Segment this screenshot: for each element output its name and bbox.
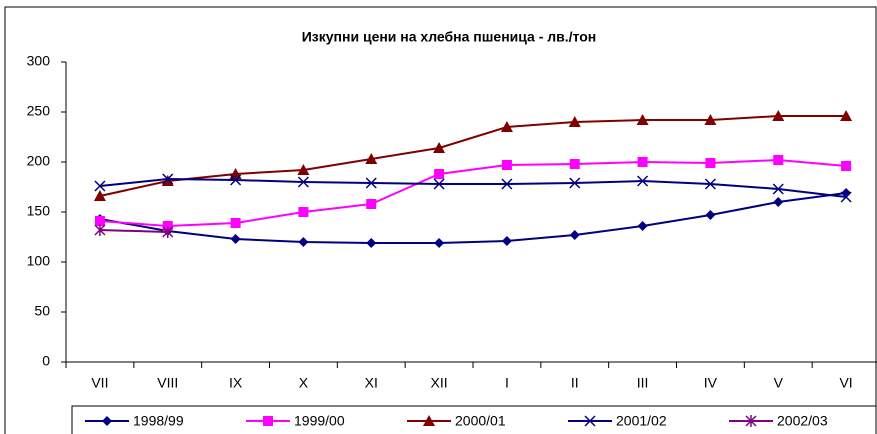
x-tick-label: III bbox=[637, 375, 649, 391]
legend-marker bbox=[102, 416, 112, 426]
data-point bbox=[297, 164, 310, 175]
data-point bbox=[704, 178, 716, 190]
legend-label: 2000/01 bbox=[455, 413, 506, 429]
data-point bbox=[840, 110, 853, 121]
data-point bbox=[705, 210, 716, 220]
data-point bbox=[94, 224, 106, 236]
x-tick-label: II bbox=[571, 375, 579, 391]
data-point bbox=[94, 216, 105, 226]
x-tick-label: XI bbox=[365, 375, 378, 391]
y-tick-label: 200 bbox=[27, 153, 51, 169]
x-tick-label: VII bbox=[91, 375, 108, 391]
x-tick-label: X bbox=[299, 375, 309, 391]
data-point bbox=[501, 178, 513, 190]
data-point bbox=[636, 114, 649, 125]
data-point bbox=[773, 155, 784, 165]
data-point bbox=[841, 161, 852, 171]
legend-marker bbox=[584, 415, 596, 427]
x-tick-label: IV bbox=[704, 375, 718, 391]
legend-label: 2001/02 bbox=[616, 413, 667, 429]
data-point bbox=[772, 110, 785, 121]
data-point bbox=[366, 238, 377, 248]
x-tick-label: IX bbox=[229, 375, 243, 391]
chart-title: Изкупни цени на хлебна пшеница - лв./тон bbox=[302, 29, 597, 45]
series-line bbox=[99, 177, 847, 198]
data-point bbox=[569, 230, 580, 240]
data-point bbox=[637, 221, 648, 231]
data-point bbox=[501, 160, 512, 170]
data-point bbox=[704, 114, 717, 125]
data-point bbox=[365, 177, 377, 189]
data-point bbox=[94, 180, 106, 192]
legend-marker bbox=[745, 415, 757, 427]
x-tick-label: VIII bbox=[157, 375, 178, 391]
x-tick-label: VI bbox=[839, 375, 852, 391]
data-point bbox=[637, 157, 648, 167]
legend-label: 2002/03 bbox=[777, 413, 828, 429]
data-point bbox=[162, 173, 174, 185]
y-tick-label: 300 bbox=[27, 53, 51, 69]
data-point bbox=[298, 237, 309, 247]
data-point bbox=[500, 121, 513, 132]
data-point bbox=[569, 177, 581, 189]
y-tick-label: 150 bbox=[27, 203, 51, 219]
y-tick-label: 250 bbox=[27, 103, 51, 119]
data-point bbox=[773, 197, 784, 207]
y-tick-label: 100 bbox=[27, 253, 51, 269]
legend-marker bbox=[423, 415, 435, 426]
data-point bbox=[569, 159, 580, 169]
data-point bbox=[772, 183, 784, 195]
data-point bbox=[705, 158, 716, 168]
data-point bbox=[568, 116, 581, 127]
data-point bbox=[161, 175, 174, 186]
data-point bbox=[433, 178, 445, 190]
x-tick-label: XII bbox=[431, 375, 448, 391]
data-point bbox=[433, 142, 446, 153]
series-line bbox=[99, 192, 847, 244]
data-point bbox=[501, 236, 512, 246]
series-line bbox=[99, 158, 847, 228]
legend-label: 1998/99 bbox=[133, 413, 184, 429]
series-line bbox=[99, 115, 847, 197]
data-point bbox=[840, 191, 852, 203]
data-point bbox=[637, 175, 649, 187]
series-line bbox=[99, 229, 168, 233]
legend-marker bbox=[263, 416, 273, 426]
chart-frame bbox=[4, 6, 877, 434]
data-point bbox=[162, 226, 174, 238]
data-point bbox=[230, 234, 241, 244]
data-point bbox=[365, 153, 378, 164]
legend-label: 1999/00 bbox=[294, 413, 345, 429]
data-point bbox=[298, 207, 309, 217]
data-point bbox=[434, 169, 445, 179]
data-point bbox=[230, 174, 242, 186]
x-tick-label: I bbox=[505, 375, 509, 391]
data-point bbox=[297, 176, 309, 188]
data-point bbox=[434, 238, 445, 248]
data-point bbox=[366, 199, 377, 209]
y-tick-label: 50 bbox=[34, 303, 50, 319]
data-point bbox=[93, 190, 106, 201]
y-tick-label: 0 bbox=[42, 353, 50, 369]
x-tick-label: V bbox=[774, 375, 784, 391]
data-point bbox=[230, 218, 241, 228]
